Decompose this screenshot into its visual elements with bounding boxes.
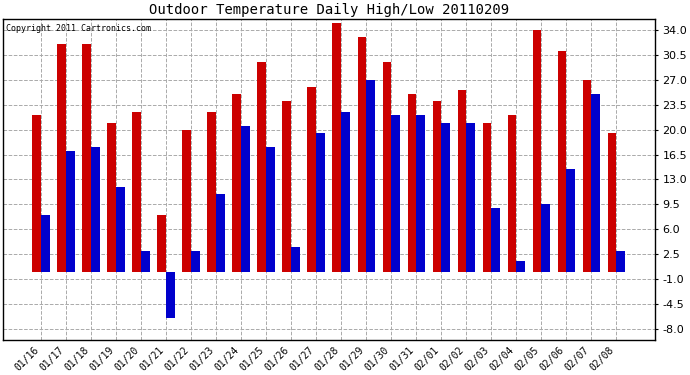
Bar <box>166 272 175 318</box>
Bar <box>32 116 41 272</box>
Bar <box>116 186 125 272</box>
Bar <box>508 116 516 272</box>
Bar <box>191 251 200 272</box>
Text: Copyright 2011 Cartronics.com: Copyright 2011 Cartronics.com <box>6 24 151 33</box>
Bar <box>442 123 450 272</box>
Bar <box>241 126 250 272</box>
Bar <box>582 80 591 272</box>
Bar <box>566 169 575 272</box>
Bar <box>316 133 325 272</box>
Bar <box>208 112 216 272</box>
Bar <box>366 80 375 272</box>
Bar <box>91 147 100 272</box>
Bar <box>482 123 491 272</box>
Bar <box>82 44 91 272</box>
Bar <box>182 130 191 272</box>
Bar <box>491 208 500 272</box>
Title: Outdoor Temperature Daily High/Low 20110209: Outdoor Temperature Daily High/Low 20110… <box>148 3 509 17</box>
Bar <box>333 23 342 272</box>
Bar <box>541 204 550 272</box>
Bar <box>591 94 600 272</box>
Bar <box>433 101 442 272</box>
Bar <box>466 123 475 272</box>
Bar <box>616 251 625 272</box>
Bar <box>291 247 300 272</box>
Bar <box>382 62 391 272</box>
Bar <box>216 194 225 272</box>
Bar <box>233 94 241 272</box>
Bar <box>357 37 366 272</box>
Bar <box>41 215 50 272</box>
Bar <box>57 44 66 272</box>
Bar <box>132 112 141 272</box>
Bar <box>108 123 116 272</box>
Bar <box>516 261 525 272</box>
Bar <box>391 116 400 272</box>
Bar <box>308 87 316 272</box>
Bar <box>257 62 266 272</box>
Bar <box>408 94 416 272</box>
Bar <box>416 116 425 272</box>
Bar <box>558 51 566 272</box>
Bar <box>457 90 466 272</box>
Bar <box>66 151 75 272</box>
Bar <box>533 30 541 272</box>
Bar <box>342 112 350 272</box>
Bar <box>608 133 616 272</box>
Bar <box>157 215 166 272</box>
Bar <box>266 147 275 272</box>
Bar <box>141 251 150 272</box>
Bar <box>282 101 291 272</box>
